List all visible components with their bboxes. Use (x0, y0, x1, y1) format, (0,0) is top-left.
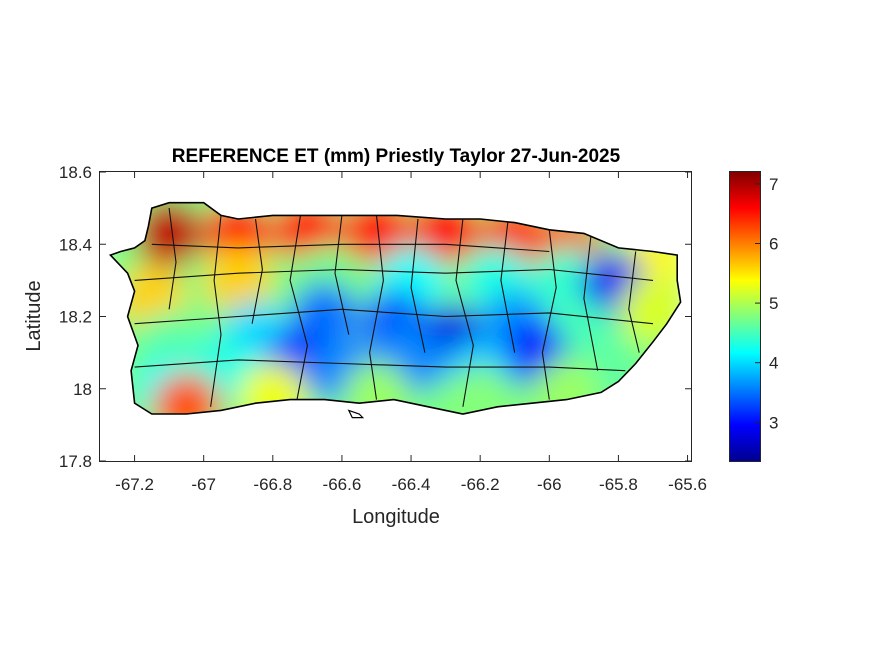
municipal-boundary (134, 268, 654, 281)
x-tick-label: -67 (191, 475, 216, 494)
x-tick-label: -66.8 (253, 475, 292, 494)
municipal-boundary (541, 229, 557, 400)
et-sample-point (446, 365, 515, 414)
small-island (347, 409, 365, 419)
colorbar (729, 171, 761, 462)
colorbar-tick-label: 5 (769, 294, 778, 313)
x-tick-label: -65.8 (599, 475, 638, 494)
x-axis-label: Longitude (352, 506, 440, 528)
municipal-boundary (251, 218, 263, 324)
municipal-boundary (210, 215, 222, 407)
municipal-boundary (168, 208, 177, 310)
x-tick-label: -66.6 (323, 475, 362, 494)
colorbar-tick-label: 6 (769, 235, 778, 254)
colorbar-ticks: 3 4 5 6 7 (755, 175, 778, 432)
municipal-boundary (151, 243, 550, 253)
small-islands (347, 409, 365, 419)
et-sample-point (204, 246, 273, 315)
x-tick-label: -66 (537, 475, 562, 494)
municipal-boundary (369, 215, 384, 400)
municipal-boundary (500, 222, 516, 353)
colorbar-tick-label: 3 (769, 413, 778, 432)
island-outline (108, 201, 682, 415)
plot-title: REFERENCE ET (mm) Priestly Taylor 27-Jun… (172, 146, 621, 167)
municipal-boundaries (134, 208, 654, 407)
municipal-boundary (455, 218, 474, 407)
y-tick-label: 18.6 (59, 163, 92, 182)
municipal-boundary (410, 218, 426, 353)
municipal-boundary (289, 215, 308, 400)
y-tick-label: 18 (73, 380, 92, 399)
colorbar-tick-label: 7 (769, 175, 778, 194)
municipal-boundary (134, 308, 654, 325)
colorbar-tick-label: 4 (769, 354, 778, 373)
x-tick-label: -66.4 (392, 475, 431, 494)
y-axis-label: Latitude (23, 280, 45, 351)
et-sample-point (135, 202, 204, 268)
x-axis-ticks: -67.2 -67 -66.8 -66.6 -66.4 -66.2 -66 -65.8 -65.… (115, 172, 707, 494)
y-axis-ticks: 17.8 18 18.2 18.4 18.6 (59, 163, 691, 471)
municipal-boundary (583, 236, 599, 371)
x-tick-label: -66.2 (461, 475, 500, 494)
municipal-boundary (628, 251, 640, 353)
municipal-boundary (334, 215, 350, 335)
y-tick-label: 18.2 (59, 308, 92, 327)
x-tick-label: -65.6 (668, 475, 707, 494)
et-sample-point (152, 372, 221, 414)
municipal-boundary (134, 359, 626, 372)
x-tick-label: -67.2 (115, 475, 154, 494)
y-tick-label: 18.4 (59, 235, 92, 254)
y-tick-label: 17.8 (59, 452, 92, 471)
